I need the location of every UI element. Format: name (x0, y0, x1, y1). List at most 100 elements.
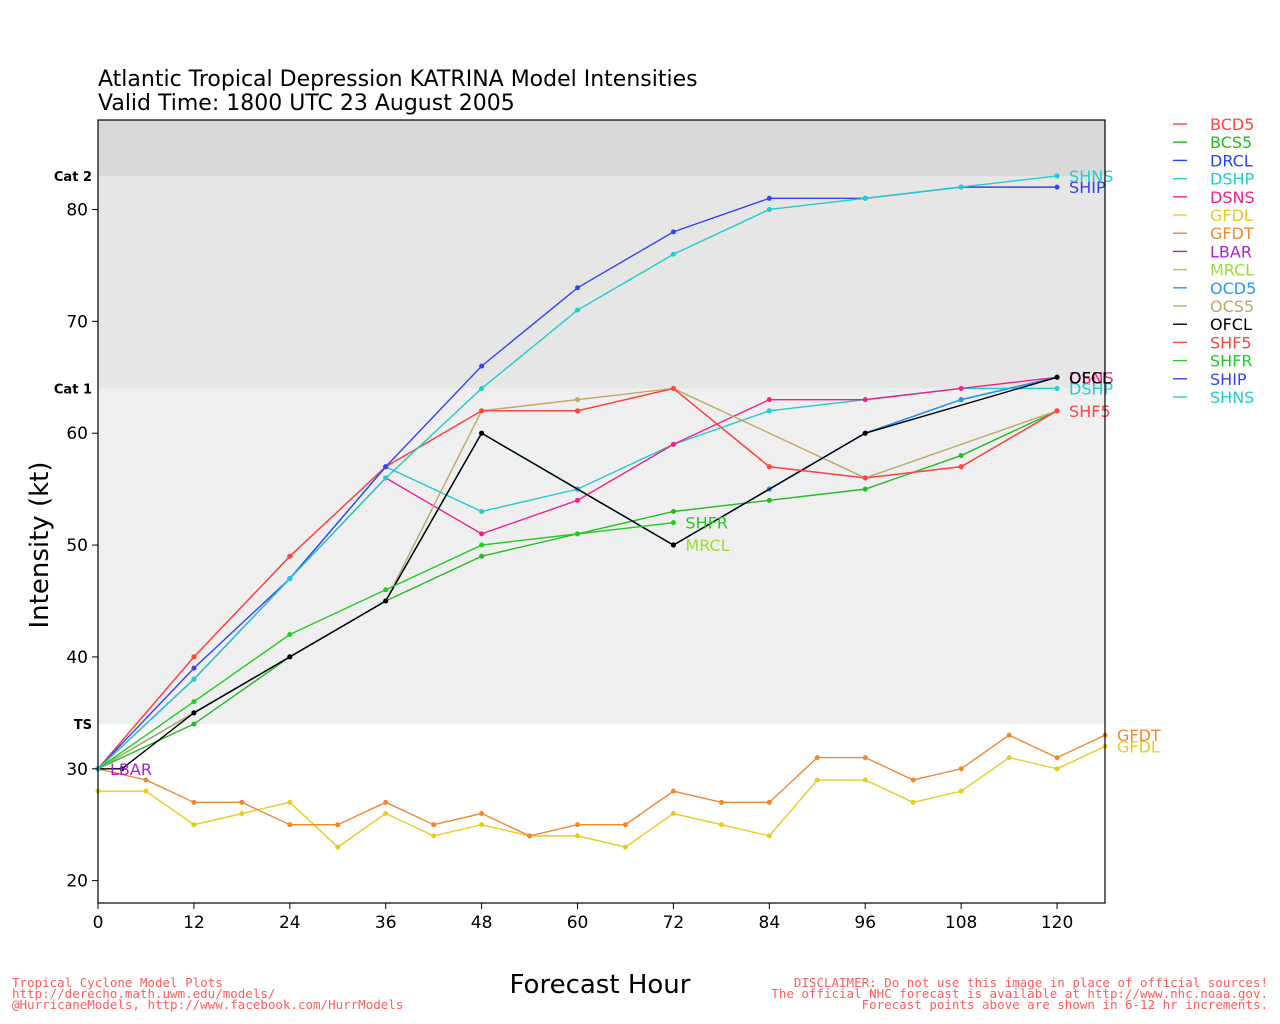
data-point (383, 811, 389, 817)
data-point (479, 811, 485, 817)
data-point (479, 363, 485, 369)
series-shf5 (95, 385, 1060, 772)
end-label-ofcl: OFCL (1069, 368, 1111, 387)
data-point (191, 654, 197, 660)
data-point (383, 464, 389, 470)
data-point (910, 777, 916, 783)
legend-label-lbar: LBAR (1210, 242, 1252, 261)
y-tick-label: 60 (66, 424, 88, 444)
end-label-shf5: SHF5 (1069, 402, 1111, 421)
data-point (766, 206, 772, 212)
data-point (287, 822, 293, 828)
data-point (1006, 755, 1012, 761)
end-label-ship: SHIP (1069, 178, 1106, 197)
legend-label-bcs5: BCS5 (1210, 133, 1252, 152)
y-tick-label: 80 (66, 200, 88, 220)
data-point (239, 811, 245, 817)
chart-title: Atlantic Tropical Depression KATRINA Mod… (98, 67, 698, 92)
chart-subtitle: Valid Time: 1800 UTC 23 August 2005 (98, 91, 515, 116)
data-point (862, 486, 868, 492)
data-point (575, 397, 581, 403)
data-point (431, 822, 437, 828)
data-point (766, 195, 772, 201)
band-cat-1 (98, 175, 1105, 389)
data-point (958, 453, 964, 459)
data-point (575, 307, 581, 313)
data-point (575, 822, 581, 828)
y-tick-label: 40 (66, 648, 88, 668)
band-label: Cat 1 (54, 382, 92, 397)
legend-label-shf5: SHF5 (1210, 333, 1252, 352)
data-point (670, 229, 676, 235)
data-point (575, 497, 581, 503)
data-point (575, 531, 581, 537)
x-tick-label: 24 (279, 913, 301, 933)
footer-disclaimer-line: DISCLAIMER: Do not use this image in pla… (793, 975, 1268, 990)
y-tick-label: 50 (66, 536, 88, 556)
data-point (479, 553, 485, 559)
end-label-mrcl: MRCL (685, 536, 729, 555)
footer-credit-line: Tropical Cyclone Model Plots (12, 975, 223, 990)
x-tick-label: 84 (759, 913, 781, 933)
data-point (766, 408, 772, 414)
data-point (191, 665, 197, 671)
band-label: Cat 2 (54, 170, 92, 185)
data-point (718, 799, 724, 805)
series-line-gfdt (97, 734, 1106, 837)
data-point (383, 598, 389, 604)
data-point (479, 385, 485, 391)
data-point (766, 497, 772, 503)
data-point (862, 755, 868, 761)
y-tick-label: 70 (66, 312, 88, 332)
data-point (766, 799, 772, 805)
series-gfdt (95, 732, 1108, 839)
data-point (1054, 173, 1060, 179)
data-point (1054, 766, 1060, 772)
data-point (191, 822, 197, 828)
data-point (191, 676, 197, 682)
data-point (814, 755, 820, 761)
legend-label-ocd5: OCD5 (1210, 279, 1256, 298)
data-point (479, 430, 485, 436)
x-tick-label: 12 (183, 913, 205, 933)
data-point (958, 766, 964, 772)
data-point (670, 788, 676, 794)
data-point (575, 285, 581, 291)
end-label-shfr: SHFR (685, 514, 728, 533)
plot-frame (97, 119, 1106, 904)
data-point (479, 822, 485, 828)
data-point (479, 531, 485, 537)
x-tick-label: 0 (93, 913, 104, 933)
data-point (479, 408, 485, 414)
legend-label-dshp: DSHP (1210, 170, 1255, 189)
data-point (958, 464, 964, 470)
data-point (575, 408, 581, 414)
data-point (766, 464, 772, 470)
data-point (670, 520, 676, 526)
legend: BCD5BCS5DRCLDSHPDSNSGFDLGFDTLBARMRCLOCD5… (1173, 115, 1256, 407)
data-point (862, 475, 868, 481)
data-point (862, 777, 868, 783)
x-tick-label: 96 (854, 913, 876, 933)
x-tick-label: 60 (567, 913, 589, 933)
x-tick-label: 36 (375, 913, 397, 933)
legend-label-mrcl: MRCL (1210, 261, 1254, 280)
end-label-gfdt: GFDT (1117, 726, 1161, 745)
axis-ticks: 0 12 24 36 48 60 72 84 96 108 120 20 30 40 50 60 70 80 (66, 200, 1073, 933)
series-shns (95, 173, 1060, 772)
legend-label-dsns: DSNS (1210, 188, 1255, 207)
data-point (383, 587, 389, 593)
data-point (958, 397, 964, 403)
footer-credit-line: http://derecho.math.uwm.edu/models/ (12, 986, 276, 1001)
data-point (958, 788, 964, 794)
data-point (718, 822, 724, 828)
data-point (862, 195, 868, 201)
end-label-gfdl: GFDL (1117, 737, 1160, 756)
end-label-lbar: LBAR (110, 760, 152, 779)
data-point (958, 385, 964, 391)
data-point (670, 509, 676, 514)
data-point (383, 475, 389, 481)
data-point (383, 799, 389, 805)
